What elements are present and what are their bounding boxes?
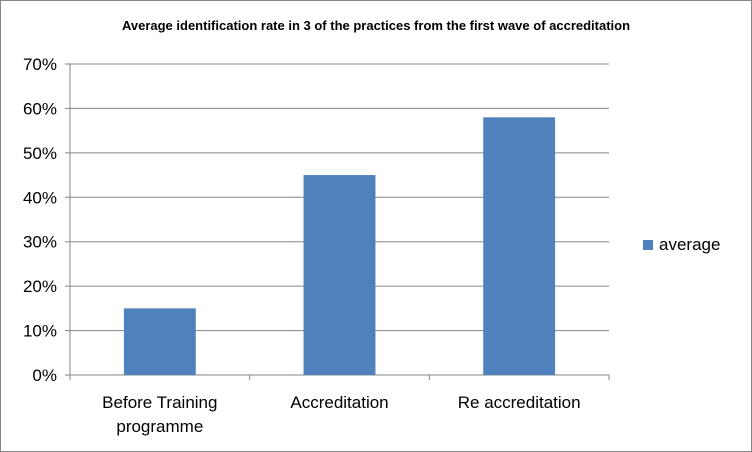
- bar-1: [123, 308, 196, 375]
- legend-label-average: average: [659, 235, 721, 254]
- y-tick-label: 20%: [23, 277, 57, 296]
- chart-title: Average identification rate in 3 of the …: [121, 18, 631, 33]
- legend: average: [643, 235, 720, 255]
- bar-2: [303, 175, 376, 375]
- y-tick-label: 40%: [23, 188, 57, 207]
- y-tick-label: 60%: [23, 99, 57, 118]
- x-tick-label: Accreditation: [290, 393, 388, 412]
- y-tick-label: 30%: [23, 233, 57, 252]
- x-tick-label: Re accreditation: [458, 393, 581, 412]
- legend-swatch-average: [643, 240, 653, 250]
- y-tick-label: 50%: [23, 144, 57, 163]
- bar-3: [483, 117, 556, 376]
- x-tick-label: Before Training programme: [102, 393, 217, 436]
- y-tick-label: 0%: [32, 366, 57, 385]
- y-tick-label: 70%: [23, 55, 57, 74]
- y-tick-label: 10%: [23, 322, 57, 341]
